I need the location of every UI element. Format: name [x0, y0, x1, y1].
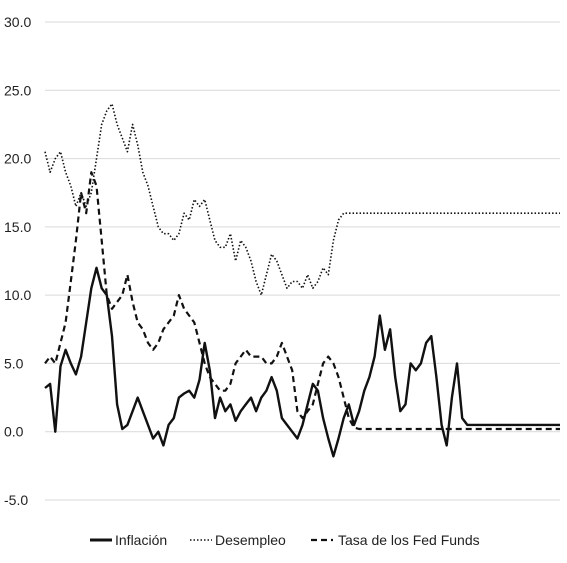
series-lines: [44, 103, 560, 458]
y-tick-label: 0.0: [4, 424, 24, 440]
y-tick-label: 5.0: [4, 355, 24, 371]
legend: Inflación Desempleo Tasa de los Fed Fund…: [90, 532, 480, 548]
y-tick-label: 10.0: [4, 287, 31, 303]
y-tick-label: -5.0: [4, 492, 28, 508]
y-axis-ticks: 30.0 25.0 20.0 15.0 10.0 5.0 0.0 -5.0: [4, 14, 31, 508]
y-tick-label: 15.0: [4, 219, 31, 235]
series-line-tasa-de-los-fed-funds: [44, 171, 560, 431]
legend-label-inflacion: Inflación: [115, 532, 167, 548]
legend-label-fed-funds: Tasa de los Fed Funds: [338, 532, 480, 548]
y-tick-label: 20.0: [4, 151, 31, 167]
series-line-inflaci-n: [44, 266, 560, 458]
legend-label-desempleo: Desempleo: [215, 532, 286, 548]
series-line-desempleo: [44, 103, 560, 296]
y-tick-label: 25.0: [4, 82, 31, 98]
y-tick-label: 30.0: [4, 14, 31, 30]
